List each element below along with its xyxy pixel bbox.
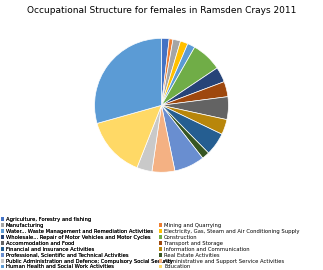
Wedge shape [162, 39, 173, 105]
Wedge shape [162, 68, 224, 105]
Wedge shape [162, 39, 181, 105]
Wedge shape [162, 41, 188, 105]
Wedge shape [152, 105, 175, 172]
Legend: Mining and Quarrying, Electricity, Gas, Steam and Air Conditioning Supply, Const: Mining and Quarrying, Electricity, Gas, … [158, 222, 300, 270]
Legend: Agriculture, Forestry and fishing, Manufacturing, Water... Waste Management and : Agriculture, Forestry and fishing, Manuf… [0, 216, 173, 270]
Wedge shape [162, 38, 169, 105]
Wedge shape [137, 105, 162, 171]
Wedge shape [162, 105, 227, 134]
Wedge shape [162, 44, 195, 105]
Wedge shape [162, 105, 209, 158]
Wedge shape [162, 82, 228, 105]
Wedge shape [162, 105, 203, 171]
Wedge shape [95, 38, 162, 123]
Wedge shape [162, 97, 228, 120]
Title: Occupational Structure for females in Ramsden Crays 2011: Occupational Structure for females in Ra… [27, 6, 296, 15]
Wedge shape [162, 105, 222, 153]
Wedge shape [162, 47, 217, 105]
Wedge shape [97, 105, 162, 168]
